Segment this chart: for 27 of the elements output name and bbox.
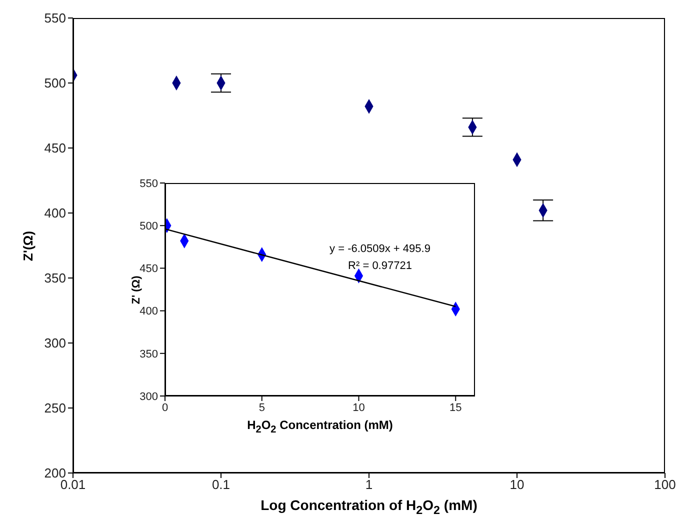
y-tick-label: 500	[140, 220, 158, 233]
y-axis-title: Z' (Ω)	[130, 275, 142, 304]
y-tick-label: 400	[140, 306, 158, 318]
y-tick-label: 450	[44, 140, 66, 156]
x-tick-label: 10	[352, 402, 365, 414]
x-tick-label: 1	[365, 477, 373, 492]
y-axis-title: Z'(Ω)	[20, 229, 36, 263]
x-axis-title: Log Concentration of H$_{2}$O$_{2}$ (mM)	[260, 497, 478, 517]
y-tick-label: 500	[44, 76, 66, 91]
y-tick-label: 400	[44, 206, 66, 221]
y-tick-label: 350	[44, 270, 66, 286]
x-tick-label: 5	[258, 402, 265, 414]
x-axis-title: H$_{2}$O$_{2}$ Concentration (mM)	[246, 418, 394, 436]
y-tick-label: 300	[44, 336, 66, 351]
y-tick-label: 450	[140, 263, 158, 276]
y-tick-label: 250	[44, 400, 66, 416]
x-tick-label: 0.1	[212, 477, 230, 492]
y-tick-label: 300	[140, 390, 158, 403]
x-tick-label: 10	[510, 477, 524, 492]
annotation: R² = 0.97721	[347, 259, 413, 274]
x-tick-label: 15	[450, 402, 462, 414]
x-tick-label: 0	[162, 402, 168, 414]
x-tick-label: 100	[654, 477, 676, 492]
y-tick-label: 350	[140, 348, 158, 360]
y-tick-label: 550	[140, 178, 158, 190]
y-tick-label: 550	[44, 10, 66, 26]
annotation: y = -6.0509x + 495.9	[328, 242, 432, 257]
